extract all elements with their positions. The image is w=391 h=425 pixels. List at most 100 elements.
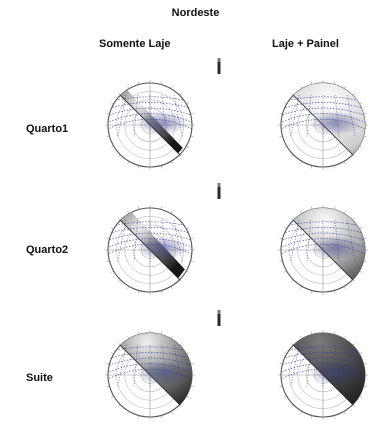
sun-path-band	[136, 111, 188, 135]
azimuth-tick	[352, 154, 355, 157]
azimuth-tick	[127, 286, 130, 290]
azimuth-tick	[170, 161, 173, 165]
sun-path-band	[309, 361, 361, 385]
azimuth-tick	[343, 286, 346, 290]
hour-line	[290, 344, 300, 388]
azimuth-tick	[291, 218, 294, 221]
azimuth-tick	[118, 154, 121, 157]
azimuth-tick	[190, 135, 194, 137]
azimuth-tick	[333, 165, 335, 169]
sun-path-arc	[281, 107, 365, 118]
sun-path-diagram-4	[278, 205, 368, 295]
azimuth-tick	[118, 343, 121, 346]
azimuth-tick	[138, 331, 140, 335]
azimuth-tick	[179, 93, 182, 96]
sun-path-band	[136, 236, 188, 260]
azimuth-tick	[106, 385, 110, 387]
azimuth-tick	[352, 218, 355, 221]
azimuth-tick	[118, 404, 121, 407]
azimuth-tick	[363, 238, 367, 240]
azimuth-tick	[311, 206, 313, 210]
hour-line	[117, 219, 127, 263]
azimuth-tick	[283, 227, 287, 230]
sun-path-arc	[281, 227, 365, 236]
azimuth-tick	[190, 385, 194, 387]
row-label-suite: Suite	[26, 372, 53, 384]
azimuth-tick	[363, 260, 367, 262]
azimuth-tick	[283, 352, 287, 355]
azimuth-tick	[333, 81, 335, 85]
azimuth-tick	[343, 411, 346, 415]
hour-line	[306, 219, 312, 263]
azimuth-tick	[333, 415, 335, 419]
hour-line	[133, 219, 139, 263]
azimuth-tick	[359, 352, 363, 355]
azimuth-tick	[291, 93, 294, 96]
azimuth-tick	[283, 395, 287, 398]
sun-path-diagram-2	[278, 80, 368, 170]
hour-line	[133, 344, 139, 388]
azimuth-tick	[110, 145, 114, 148]
azimuth-tick	[170, 286, 173, 290]
azimuth-tick	[363, 135, 367, 137]
azimuth-tick	[300, 210, 303, 214]
azimuth-tick	[138, 165, 140, 169]
azimuth-tick	[352, 93, 355, 96]
sun-path-diagram-5	[105, 330, 195, 420]
azimuth-tick	[186, 270, 190, 273]
azimuth-tick	[333, 331, 335, 335]
azimuth-tick	[160, 331, 162, 335]
azimuth-tick	[190, 238, 194, 240]
azimuth-tick	[110, 102, 114, 105]
azimuth-tick	[359, 102, 363, 105]
hour-line	[306, 94, 312, 138]
azimuth-tick	[352, 343, 355, 346]
azimuth-tick	[138, 290, 140, 294]
sun-path-arc	[281, 102, 365, 111]
sun-path-arc	[108, 232, 192, 243]
azimuth-tick	[106, 135, 110, 137]
azimuth-tick	[279, 113, 283, 115]
sun-path-arc	[281, 232, 365, 243]
figure-title: Nordeste	[171, 7, 220, 19]
sun-path-band	[136, 361, 188, 385]
azimuth-tick	[127, 210, 130, 214]
azimuth-tick	[190, 260, 194, 262]
row-label-quarto1: Quarto1	[26, 123, 69, 135]
column-header-somente-laje: Somente Laje	[99, 38, 171, 50]
azimuth-tick	[138, 415, 140, 419]
azimuth-tick	[170, 85, 173, 89]
azimuth-tick	[352, 279, 355, 282]
azimuth-tick	[160, 290, 162, 294]
azimuth-tick	[186, 395, 190, 398]
sun-path-arc	[108, 102, 192, 111]
azimuth-tick	[190, 113, 194, 115]
azimuth-tick	[118, 218, 121, 221]
azimuth-tick	[127, 85, 130, 89]
azimuth-tick	[106, 260, 110, 262]
azimuth-tick	[291, 154, 294, 157]
azimuth-tick	[300, 161, 303, 165]
azimuth-tick	[110, 270, 114, 273]
hour-line	[173, 344, 183, 388]
azimuth-tick	[186, 145, 190, 148]
azimuth-tick	[106, 363, 110, 365]
azimuth-tick	[170, 210, 173, 214]
azimuth-tick	[311, 81, 313, 85]
sun-path-arc	[281, 357, 365, 368]
azimuth-tick	[333, 206, 335, 210]
hour-line	[346, 344, 356, 388]
hour-line	[117, 94, 127, 138]
azimuth-tick	[283, 145, 287, 148]
azimuth-tick	[127, 161, 130, 165]
azimuth-tick	[170, 335, 173, 339]
azimuth-tick	[127, 335, 130, 339]
azimuth-tick	[279, 260, 283, 262]
azimuth-tick	[106, 113, 110, 115]
azimuth-tick	[110, 227, 114, 230]
azimuth-tick	[170, 411, 173, 415]
azimuth-tick	[190, 363, 194, 365]
azimuth-tick	[359, 145, 363, 148]
azimuth-tick	[179, 279, 182, 282]
hour-line	[173, 94, 183, 138]
